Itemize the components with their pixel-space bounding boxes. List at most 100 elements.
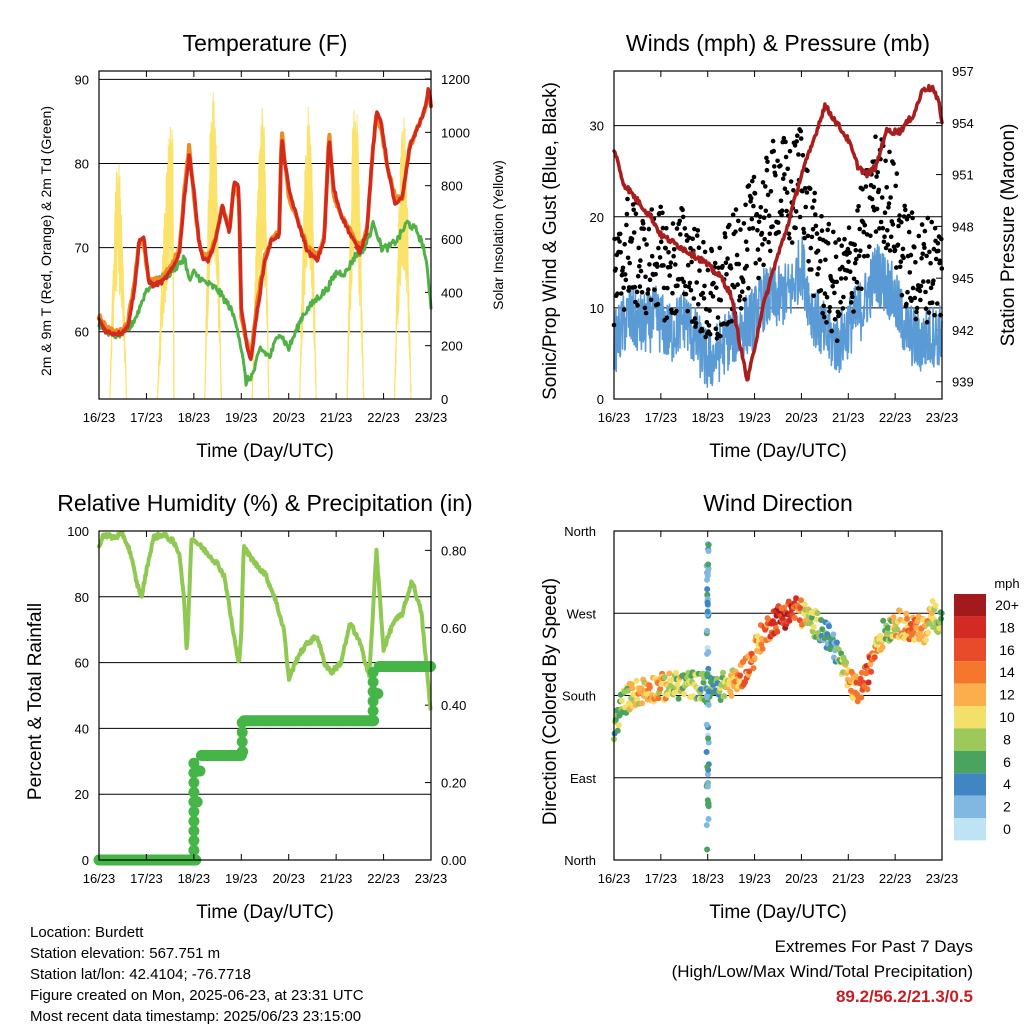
- gust-point: [894, 265, 899, 270]
- gust-point: [634, 289, 640, 295]
- gust-point: [874, 174, 879, 179]
- gust-point: [705, 267, 711, 273]
- temperature-ylabel: 2m & 9m T (Red, Orange) & 2m Td (Green): [38, 106, 54, 376]
- gust-point: [635, 302, 640, 308]
- gust-point: [787, 148, 793, 154]
- gust-point: [776, 229, 781, 235]
- gust-point: [912, 295, 918, 301]
- gust-point: [629, 236, 635, 242]
- precipitation-point: [367, 666, 379, 678]
- gust-point: [656, 245, 661, 251]
- gust-point: [816, 266, 821, 271]
- gust-point: [720, 263, 725, 269]
- gust-point: [836, 237, 842, 242]
- winds-ytick-label: 0: [597, 392, 604, 407]
- sonic-wind-line: [613, 236, 943, 388]
- colorbar-swatch: [954, 750, 986, 774]
- gust-point: [794, 139, 799, 144]
- gust-point: [914, 309, 919, 315]
- wind-direction-xtick-label: 16/23: [598, 871, 631, 886]
- precipitation-point: [367, 715, 379, 727]
- gust-point: [743, 239, 749, 244]
- gust-point: [701, 296, 707, 301]
- direction-point: [614, 727, 621, 734]
- direction-point: [896, 607, 903, 614]
- gust-point: [688, 288, 694, 293]
- gust-point: [858, 248, 863, 253]
- gust-point: [825, 227, 830, 233]
- gust-point: [809, 234, 815, 240]
- gust-point: [697, 268, 702, 273]
- direction-point: [675, 695, 682, 702]
- temperature-xtick-label: 20/23: [272, 410, 305, 425]
- gust-point: [619, 291, 624, 296]
- gust-point: [737, 298, 742, 303]
- gust-point: [905, 289, 910, 295]
- gust-point: [850, 294, 855, 300]
- gust-point: [891, 161, 896, 166]
- direction-ytick-label: West: [567, 606, 597, 621]
- gust-point: [869, 196, 875, 202]
- gust-point: [648, 297, 654, 303]
- direction-point: [720, 669, 726, 676]
- gust-point: [624, 222, 629, 228]
- gust-point: [887, 149, 892, 155]
- gust-point: [852, 242, 857, 247]
- direction-point: [801, 601, 808, 608]
- gust-point: [856, 204, 861, 209]
- colorbar-label: 20+: [995, 597, 1019, 613]
- gust-point: [741, 279, 746, 285]
- colorbar-label: 0: [1003, 821, 1011, 837]
- gust-point: [692, 316, 698, 321]
- gust-point: [693, 324, 698, 329]
- precipitation-point: [188, 777, 200, 789]
- temperature-xtick-label: 18/23: [178, 410, 211, 425]
- humidity-ytick-label: 60: [75, 656, 89, 671]
- direction-point: [879, 644, 886, 651]
- gust-point: [846, 225, 852, 230]
- gust-point: [728, 265, 734, 271]
- gust-point: [833, 240, 838, 245]
- precipitation-point: [367, 705, 379, 717]
- gust-point: [792, 143, 798, 148]
- gust-point: [667, 264, 673, 270]
- direction-point: [705, 735, 712, 742]
- direction-point: [894, 626, 901, 633]
- direction-point: [704, 671, 711, 678]
- direction-point: [904, 615, 910, 622]
- winds-ytick-label: 30: [590, 119, 604, 134]
- gust-point: [895, 242, 901, 248]
- gust-point: [638, 258, 643, 263]
- gust-point: [907, 270, 913, 275]
- humidity-plot-frame: [98, 530, 432, 861]
- winds-y2label: Station Pressure (Maroon): [998, 124, 1019, 347]
- direction-point: [704, 771, 711, 778]
- winds-xtick-label: 21/23: [832, 410, 865, 425]
- gust-point: [685, 308, 690, 314]
- gust-point: [910, 285, 916, 291]
- gust-point: [773, 172, 778, 178]
- gust-point: [671, 253, 676, 259]
- gust-point: [678, 232, 683, 237]
- gust-point: [894, 171, 900, 176]
- gust-point: [615, 291, 620, 297]
- gust-point: [765, 159, 770, 165]
- gust-point: [935, 241, 941, 246]
- humidity-xtick-label: 22/23: [367, 871, 400, 886]
- direction-point: [907, 621, 914, 627]
- winds-ytick-label: 10: [590, 301, 604, 316]
- gust-point: [736, 218, 741, 224]
- wind-direction-ylabel: Direction (Colored By Speed): [540, 578, 561, 825]
- direction-point: [704, 764, 711, 770]
- gust-point: [918, 283, 924, 289]
- direction-point: [925, 629, 932, 636]
- gust-point: [627, 260, 632, 266]
- gust-point: [861, 229, 866, 235]
- gust-point: [622, 272, 628, 277]
- wind-direction-xlabel: Time (Day/UTC): [709, 902, 847, 923]
- gust-point: [631, 230, 637, 235]
- gust-point: [883, 158, 888, 164]
- wind-direction-xtick-label: 21/23: [832, 871, 865, 886]
- humidity-panel: Relative Humidity (%) & Precipitation (i…: [25, 490, 473, 923]
